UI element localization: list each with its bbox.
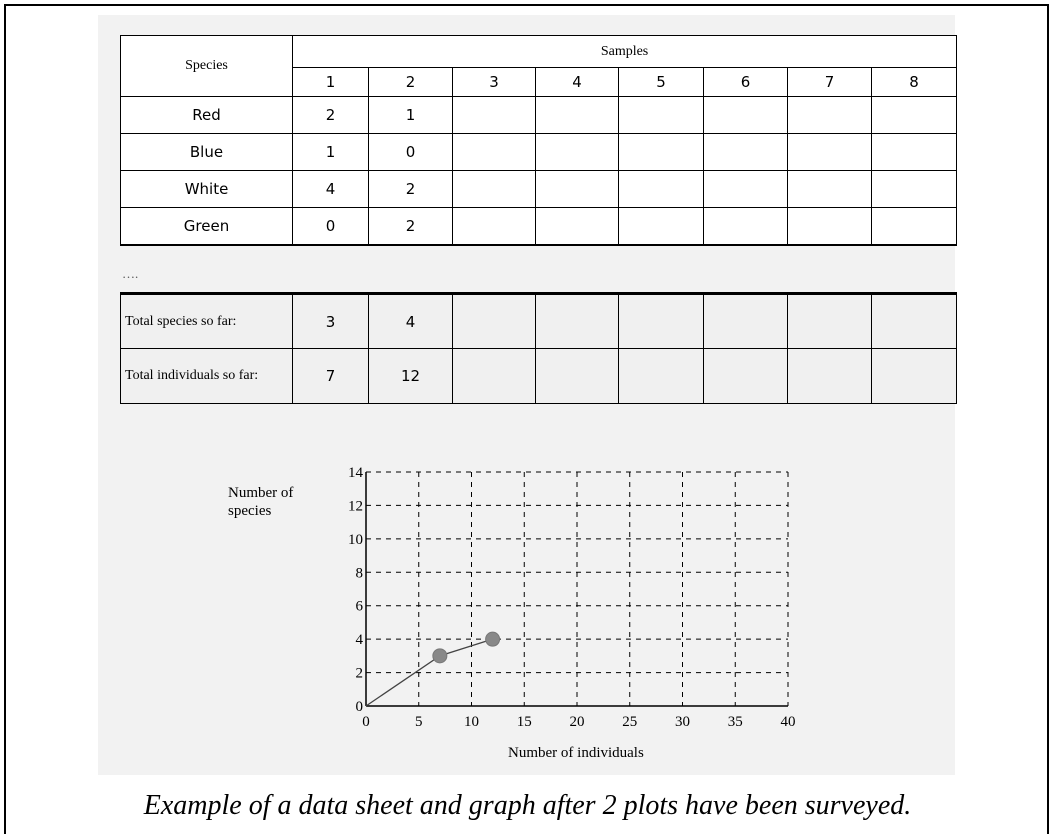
sample-number-6: 6 [703, 67, 788, 97]
species-count-cell [452, 207, 536, 246]
totals-value-cell: 7 [292, 348, 369, 404]
sample-number-5: 5 [618, 67, 704, 97]
totals-value-cell [535, 292, 619, 349]
species-count-cell [452, 133, 536, 171]
species-count-cell [870, 96, 958, 134]
y-tick-label: 6 [356, 599, 364, 615]
data-point [485, 631, 501, 647]
species-count-cell: 2 [368, 207, 453, 246]
totals-value-cell [618, 348, 704, 404]
totals-value-cell [452, 292, 536, 349]
species-count-cell: 2 [368, 170, 453, 208]
table-row: Red 2 1 [120, 96, 958, 134]
totals-value-cell [871, 292, 957, 349]
page-frame [4, 4, 1049, 834]
y-tick-label: 4 [356, 632, 364, 648]
species-count-cell: 0 [368, 133, 453, 171]
species-count-cell: 0 [292, 207, 369, 246]
species-count-cell [870, 170, 958, 208]
totals-table: Total species so far: 3 4 Total individuals… [120, 292, 957, 404]
figure-caption: Example of a data sheet and graph after … [143, 790, 912, 821]
x-tick-label: 15 [517, 714, 532, 730]
species-count-cell [787, 133, 872, 171]
sample-number-1: 1 [292, 67, 369, 97]
totals-value-cell [452, 348, 536, 404]
species-count-cell [870, 207, 958, 246]
totals-value-cell [535, 348, 619, 404]
sample-number-4: 4 [535, 67, 619, 97]
totals-row: Total species so far: 3 4 [120, 292, 957, 349]
table-row: Blue 1 0 [120, 133, 958, 171]
species-count-cell [787, 170, 872, 208]
x-tick-label: 0 [362, 714, 370, 730]
y-axis-label: Number of species [228, 485, 294, 519]
table-row: White 4 2 [120, 170, 958, 208]
totals-value-cell [787, 292, 872, 349]
x-tick-label: 25 [622, 714, 637, 730]
y-tick-label: 8 [356, 565, 364, 581]
species-count-cell [535, 133, 619, 171]
species-name: Green [120, 207, 293, 246]
totals-value-cell: 3 [292, 292, 369, 349]
table-row: Green 0 2 [120, 207, 958, 246]
species-count-cell [703, 207, 788, 246]
y-tick-label: 0 [356, 699, 364, 715]
species-count-cell [452, 170, 536, 208]
species-count-cell [535, 207, 619, 246]
sample-number-8: 8 [870, 67, 958, 97]
y-tick-label: 12 [348, 498, 363, 514]
totals-value-cell [871, 348, 957, 404]
species-name: White [120, 170, 293, 208]
totals-label: Total species so far: [120, 292, 293, 349]
y-tick-label: 14 [348, 465, 364, 481]
x-tick-label: 20 [570, 714, 585, 730]
species-header: Species [120, 35, 293, 97]
species-count-cell [870, 133, 958, 171]
data-point [432, 648, 448, 664]
x-tick-label: 30 [675, 714, 690, 730]
y-tick-label: 2 [356, 666, 364, 682]
species-count-cell [535, 170, 619, 208]
species-name: Blue [120, 133, 293, 171]
x-tick-label: 10 [464, 714, 479, 730]
species-name: Red [120, 96, 293, 134]
x-tick-label: 5 [415, 714, 423, 730]
totals-value-cell [618, 292, 704, 349]
totals-value-cell [703, 292, 788, 349]
x-tick-label: 40 [781, 714, 796, 730]
totals-value-cell [787, 348, 872, 404]
x-tick-label: 35 [728, 714, 743, 730]
totals-label: Total individuals so far: [120, 348, 293, 404]
species-count-cell [618, 96, 704, 134]
totals-value-cell: 12 [368, 348, 453, 404]
species-count-cell [703, 96, 788, 134]
species-count-cell: 1 [368, 96, 453, 134]
ellipsis: …. [122, 266, 139, 281]
totals-row: Total individuals so far: 7 12 [120, 348, 957, 404]
x-axis-label: Number of individuals [508, 745, 644, 761]
y-tick-label: 10 [348, 532, 363, 548]
